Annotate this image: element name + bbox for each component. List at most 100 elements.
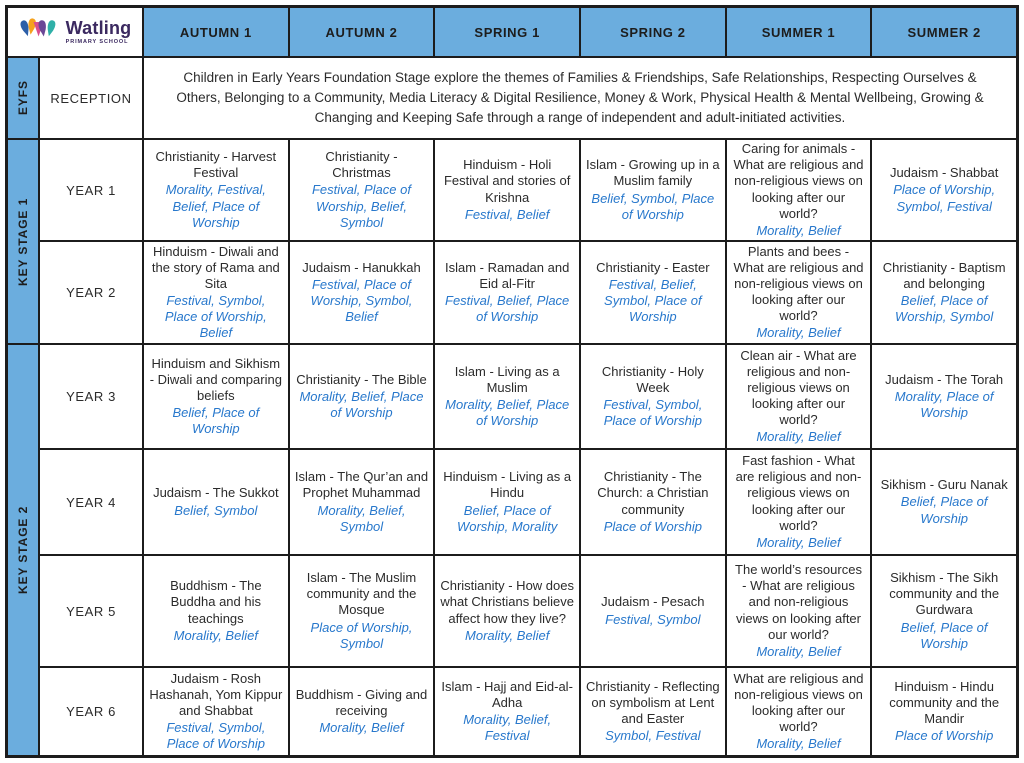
topic-title: Buddhism - Giving and receiving	[295, 686, 428, 718]
topic-title: Hinduism and Sikhism - Diwali and compar…	[149, 355, 282, 403]
topic-themes: Place of Worship, Symbol	[310, 619, 413, 651]
topic-cell-year1-spring1: Hinduism - Holi Festival and stories of …	[435, 140, 579, 240]
column-header-autumn-2: AUTUMN 2	[289, 8, 434, 56]
topic-cell-year3-spring1: Islam - Living as a Muslim Morality, Bel…	[435, 345, 579, 448]
topic-title: Christianity - Holy Week	[601, 363, 704, 395]
stage-label-key-stage-1: KEY STAGE 1	[8, 140, 38, 343]
year-label-year-5: YEAR 5	[40, 556, 142, 666]
year-label-reception: RECEPTION	[40, 58, 142, 138]
topic-themes: Morality, Belief, Symbol	[317, 502, 406, 534]
topic-cell-year4-autumn2: Islam - The Qur’an and Prophet Muhammad …	[289, 450, 434, 554]
topic-themes: Morality, Place of Worship	[894, 388, 994, 421]
column-header-spring-1: SPRING 1	[435, 8, 579, 56]
school-logo-icon	[20, 18, 56, 37]
topic-cell-year3-autumn1: Hinduism and Sikhism - Diwali and compar…	[144, 345, 288, 448]
topic-title: Judaism - The Sukkot	[153, 485, 279, 501]
topic-themes: Festival, Belief	[464, 206, 550, 222]
topic-cell-year5-autumn1: Buddhism - The Buddha and his teachings …	[144, 556, 288, 666]
topic-themes: Festival, Place of Worship, Symbol, Beli…	[310, 276, 413, 325]
topic-themes: Morality, Belief	[756, 643, 841, 659]
topic-cell-year4-summer2: Sikhism - Guru Nanak Belief, Place of Wo…	[872, 450, 1016, 554]
topic-title: Clean air - What are religious and non-r…	[740, 347, 857, 428]
topic-cell-year5-autumn2: Islam - The Muslim community and the Mos…	[289, 556, 434, 666]
topic-cell-year3-summer2: Judaism - The Torah Morality, Place of W…	[872, 345, 1016, 448]
topic-title: Islam - Ramadan and Eid al-Fitr	[445, 259, 570, 291]
topic-title: What are religious and non-religious vie…	[733, 670, 864, 735]
column-header-spring-2: SPRING 2	[581, 8, 725, 56]
topic-cell-year1-autumn2: Christianity - Christmas Festival, Place…	[289, 140, 434, 240]
topic-title: Christianity - How does what Christians …	[440, 578, 575, 626]
topic-cell-year1-summer1: Caring for animals - What are religious …	[726, 140, 871, 240]
stage-label-eyfs: EYFS	[8, 58, 38, 138]
topic-cell-year1-spring2: Islam - Growing up in a Muslim family Be…	[581, 140, 725, 240]
topic-cell-year6-spring1: Islam - Hajj and Eid-al-Adha Morality, B…	[435, 668, 579, 755]
topic-themes: Belief, Symbol	[174, 502, 258, 518]
topic-cell-year4-spring1: Hinduism - Living as a Hindu Belief, Pla…	[435, 450, 579, 554]
topic-themes: Morality, Festival, Belief, Place of Wor…	[165, 182, 266, 230]
topic-themes: Belief, Symbol, Place of Worship	[591, 190, 715, 222]
topic-cell-year1-summer2: Judaism - Shabbat Place of Worship, Symb…	[872, 140, 1016, 240]
topic-title: Christianity - Baptism and belonging	[882, 259, 1006, 291]
topic-cell-year1-autumn1: Christianity - Harvest Festival Morality…	[144, 140, 288, 240]
topic-cell-year6-autumn2: Buddhism - Giving and receiving Morality…	[289, 668, 434, 755]
topic-title: Christianity - The Bible	[296, 371, 427, 387]
topic-themes: Festival, Symbol, Place of Worship, Beli…	[164, 293, 267, 341]
topic-themes: Place of Worship, Symbol, Festival	[893, 182, 996, 214]
topic-themes: Belief, Place of Worship, Morality	[456, 502, 558, 534]
topic-themes: Morality, Belief	[465, 627, 550, 643]
topic-title: Judaism - Rosh Hashanah, Yom Kippur and …	[149, 670, 283, 718]
topic-cell-year6-summer1: What are religious and non-religious vie…	[726, 668, 871, 755]
column-header-autumn-1: AUTUMN 1	[144, 8, 288, 56]
topic-title: Judaism - Shabbat	[889, 165, 999, 181]
topic-title: Judaism - Pesach	[601, 594, 705, 610]
topic-title: Christianity - Easter	[596, 259, 710, 275]
topic-title: Christianity - Reflecting on symbolism a…	[586, 678, 720, 726]
topic-themes: Belief, Place of Worship	[900, 619, 988, 651]
topic-cell-year4-summer1: Fast fashion - What are religious and no…	[726, 450, 871, 554]
topic-cell-year4-spring2: Christianity - The Church: a Christian c…	[581, 450, 725, 554]
topic-title: Fast fashion - What are religious and no…	[735, 453, 862, 533]
topic-title: Christianity - The Church: a Christian c…	[597, 469, 709, 517]
stage-label-key-stage-2: KEY STAGE 2	[8, 345, 38, 755]
topic-title: The world’s resources - What are religio…	[735, 562, 862, 642]
topic-title: Islam - Living as a Muslim	[454, 363, 560, 395]
school-subtitle: PRIMARY SCHOOL	[65, 39, 129, 45]
topic-themes: Morality, Belief	[756, 325, 841, 341]
year-label-year-2: YEAR 2	[40, 242, 142, 343]
topic-themes: Morality, Belief	[319, 720, 404, 736]
topic-cell-year2-summer1: Plants and bees - What are religious and…	[726, 242, 871, 343]
topic-cell-year2-summer2: Christianity - Baptism and belonging Bel…	[872, 242, 1016, 343]
topic-cell-year5-spring2: Judaism - Pesach Festival, Symbol	[581, 556, 725, 666]
topic-themes: Place of Worship	[895, 728, 994, 744]
topic-title: Christianity - Harvest Festival	[155, 149, 277, 181]
topic-themes: Belief, Place of Worship	[172, 405, 260, 437]
year-label-year-4: YEAR 4	[40, 450, 142, 554]
topic-cell-year3-spring2: Christianity - Holy Week Festival, Symbo…	[581, 345, 725, 448]
topic-themes: Belief, Place of Worship, Symbol	[895, 293, 994, 325]
column-header-summer-1: SUMMER 1	[726, 8, 871, 56]
topic-themes: Morality, Belief, Festival	[463, 712, 552, 744]
topic-cell-year2-autumn1: Hinduism - Diwali and the story of Rama …	[144, 242, 288, 343]
topic-cell-year5-spring1: Christianity - How does what Christians …	[435, 556, 579, 666]
topic-themes: Festival, Symbol	[605, 611, 701, 627]
topic-title: Hinduism - Holi Festival and stories of …	[443, 157, 571, 205]
eyfs-description: Children in Early Years Foundation Stage…	[144, 58, 1016, 138]
topic-cell-year2-spring1: Islam - Ramadan and Eid al-Fitr Festival…	[435, 242, 579, 343]
topic-themes: Festival, Belief, Place of Worship	[445, 293, 570, 325]
topic-themes: Symbol, Festival	[605, 728, 701, 744]
topic-title: Caring for animals - What are religious …	[733, 141, 864, 221]
year-label-year-3: YEAR 3	[40, 345, 142, 448]
topic-title: Hinduism - Diwali and the story of Rama …	[151, 243, 280, 291]
topic-themes: Morality, Belief	[756, 736, 841, 752]
school-name: Watling	[65, 18, 132, 38]
topic-cell-year5-summer2: Sikhism - The Sikh community and the Gur…	[872, 556, 1016, 666]
topic-themes: Festival, Belief, Symbol, Place of Worsh…	[604, 276, 702, 325]
topic-title: Sikhism - The Sikh community and the Gur…	[889, 570, 1000, 618]
topic-cell-year2-spring2: Christianity - Easter Festival, Belief, …	[581, 242, 725, 343]
topic-cell-year6-autumn1: Judaism - Rosh Hashanah, Yom Kippur and …	[144, 668, 288, 755]
year-label-year-6: YEAR 6	[40, 668, 142, 755]
topic-title: Plants and bees - What are religious and…	[733, 243, 864, 324]
topic-themes: Festival, Place of Worship, Belief, Symb…	[311, 182, 411, 230]
topic-title: Islam - The Muslim community and the Mos…	[306, 570, 417, 618]
year-label-year-1: YEAR 1	[40, 140, 142, 240]
